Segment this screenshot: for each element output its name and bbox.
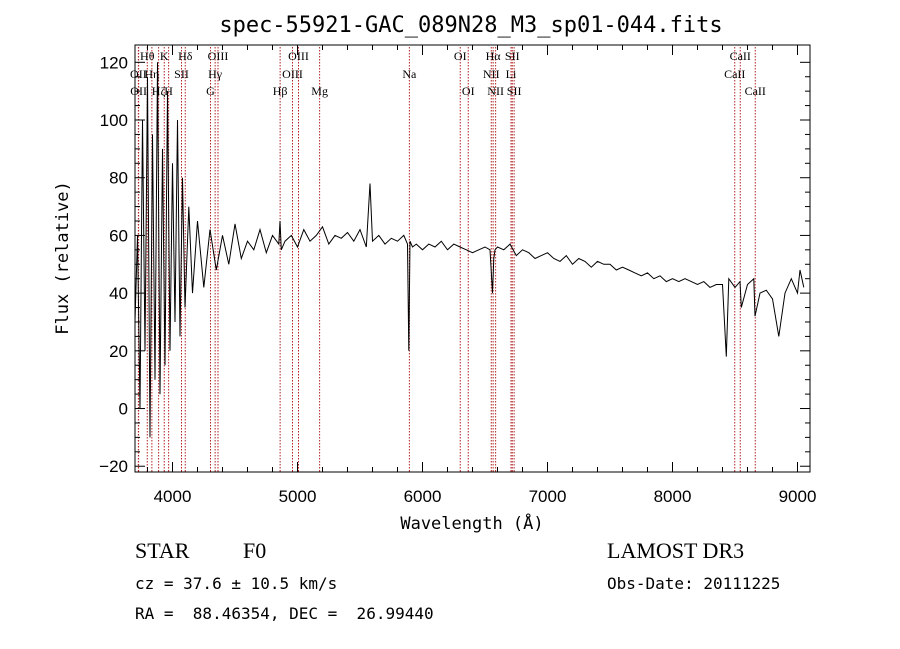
line-label: NII	[483, 67, 500, 81]
x-axis-ticks: 4000 5000 6000 7000 8000 9000	[147, 45, 817, 506]
line-label: SII	[505, 49, 520, 63]
chart-title: spec-55921-GAC_089N28_M3_sp01-044.fits	[219, 13, 722, 38]
object-class: STAR	[135, 538, 190, 563]
redshift-cz: cz = 37.6 ± 10.5 km/s	[135, 574, 338, 593]
y-tick-label: 20	[109, 342, 128, 361]
x-tick-label: 9000	[779, 487, 817, 506]
line-label: CaII	[724, 67, 745, 81]
line-label: Hδ	[178, 49, 193, 63]
obs-date: Obs-Date: 20111225	[607, 574, 781, 593]
flux-line	[134, 62, 805, 438]
line-label: SII	[174, 67, 189, 81]
line-markers	[137, 47, 756, 472]
line-label: Hθ	[140, 49, 155, 63]
plot-frame	[134, 44, 811, 473]
spectrum-chart: spec-55921-GAC_089N28_M3_sp01-044.fits O…	[53, 13, 817, 534]
x-tick-label: 8000	[654, 487, 692, 506]
line-label: OI	[462, 84, 475, 98]
line-label: OI	[454, 49, 467, 63]
line-label: OII	[130, 67, 147, 81]
y-tick-label: 0	[119, 400, 128, 419]
x-axis-label: Wavelength (Å)	[400, 512, 543, 534]
line-label: CaII	[745, 84, 766, 98]
x-tick-label: 6000	[404, 487, 442, 506]
line-label: Hη	[144, 67, 159, 81]
line-label: Hα	[486, 49, 502, 63]
line-label: CaII	[730, 49, 751, 63]
subclass: F0	[243, 538, 267, 563]
line-label: Mg	[311, 84, 328, 98]
line-label: K	[160, 49, 169, 63]
line-label: Na	[402, 67, 417, 81]
y-tick-label: 100	[100, 111, 128, 130]
line-label: OIII	[282, 67, 303, 81]
line-label: Li	[506, 67, 517, 81]
line-label: Hζ	[152, 84, 166, 98]
line-label: NII	[487, 84, 504, 98]
line-label: OIII	[208, 49, 229, 63]
x-tick-label: 7000	[529, 487, 567, 506]
y-tick-label: 120	[100, 53, 128, 72]
y-tick-label: −20	[99, 457, 128, 476]
coordinates: RA = 88.46354, DEC = 26.99440	[135, 604, 434, 623]
line-label: Hγ	[208, 67, 223, 81]
x-tick-label: 4000	[154, 487, 192, 506]
line-label: H	[164, 84, 173, 98]
line-label: SII	[507, 84, 522, 98]
line-label: OIII	[288, 49, 309, 63]
y-tick-label: 40	[109, 284, 128, 303]
survey-name: LAMOST DR3	[607, 538, 745, 563]
line-label: G	[206, 84, 215, 98]
line-labels: OIIOIIHθHηHζKHSIIHδGHγOIIIHβOIIIOIIIMgNa…	[130, 49, 766, 98]
y-tick-label: 60	[109, 226, 128, 245]
x-tick-label: 5000	[279, 487, 317, 506]
y-tick-label: 80	[109, 169, 128, 188]
y-axis-ticks: −20 0 20 40 60 80 100 120	[99, 53, 810, 476]
y-axis-label: Flux (relative)	[53, 181, 73, 335]
line-label: Hβ	[273, 84, 288, 98]
